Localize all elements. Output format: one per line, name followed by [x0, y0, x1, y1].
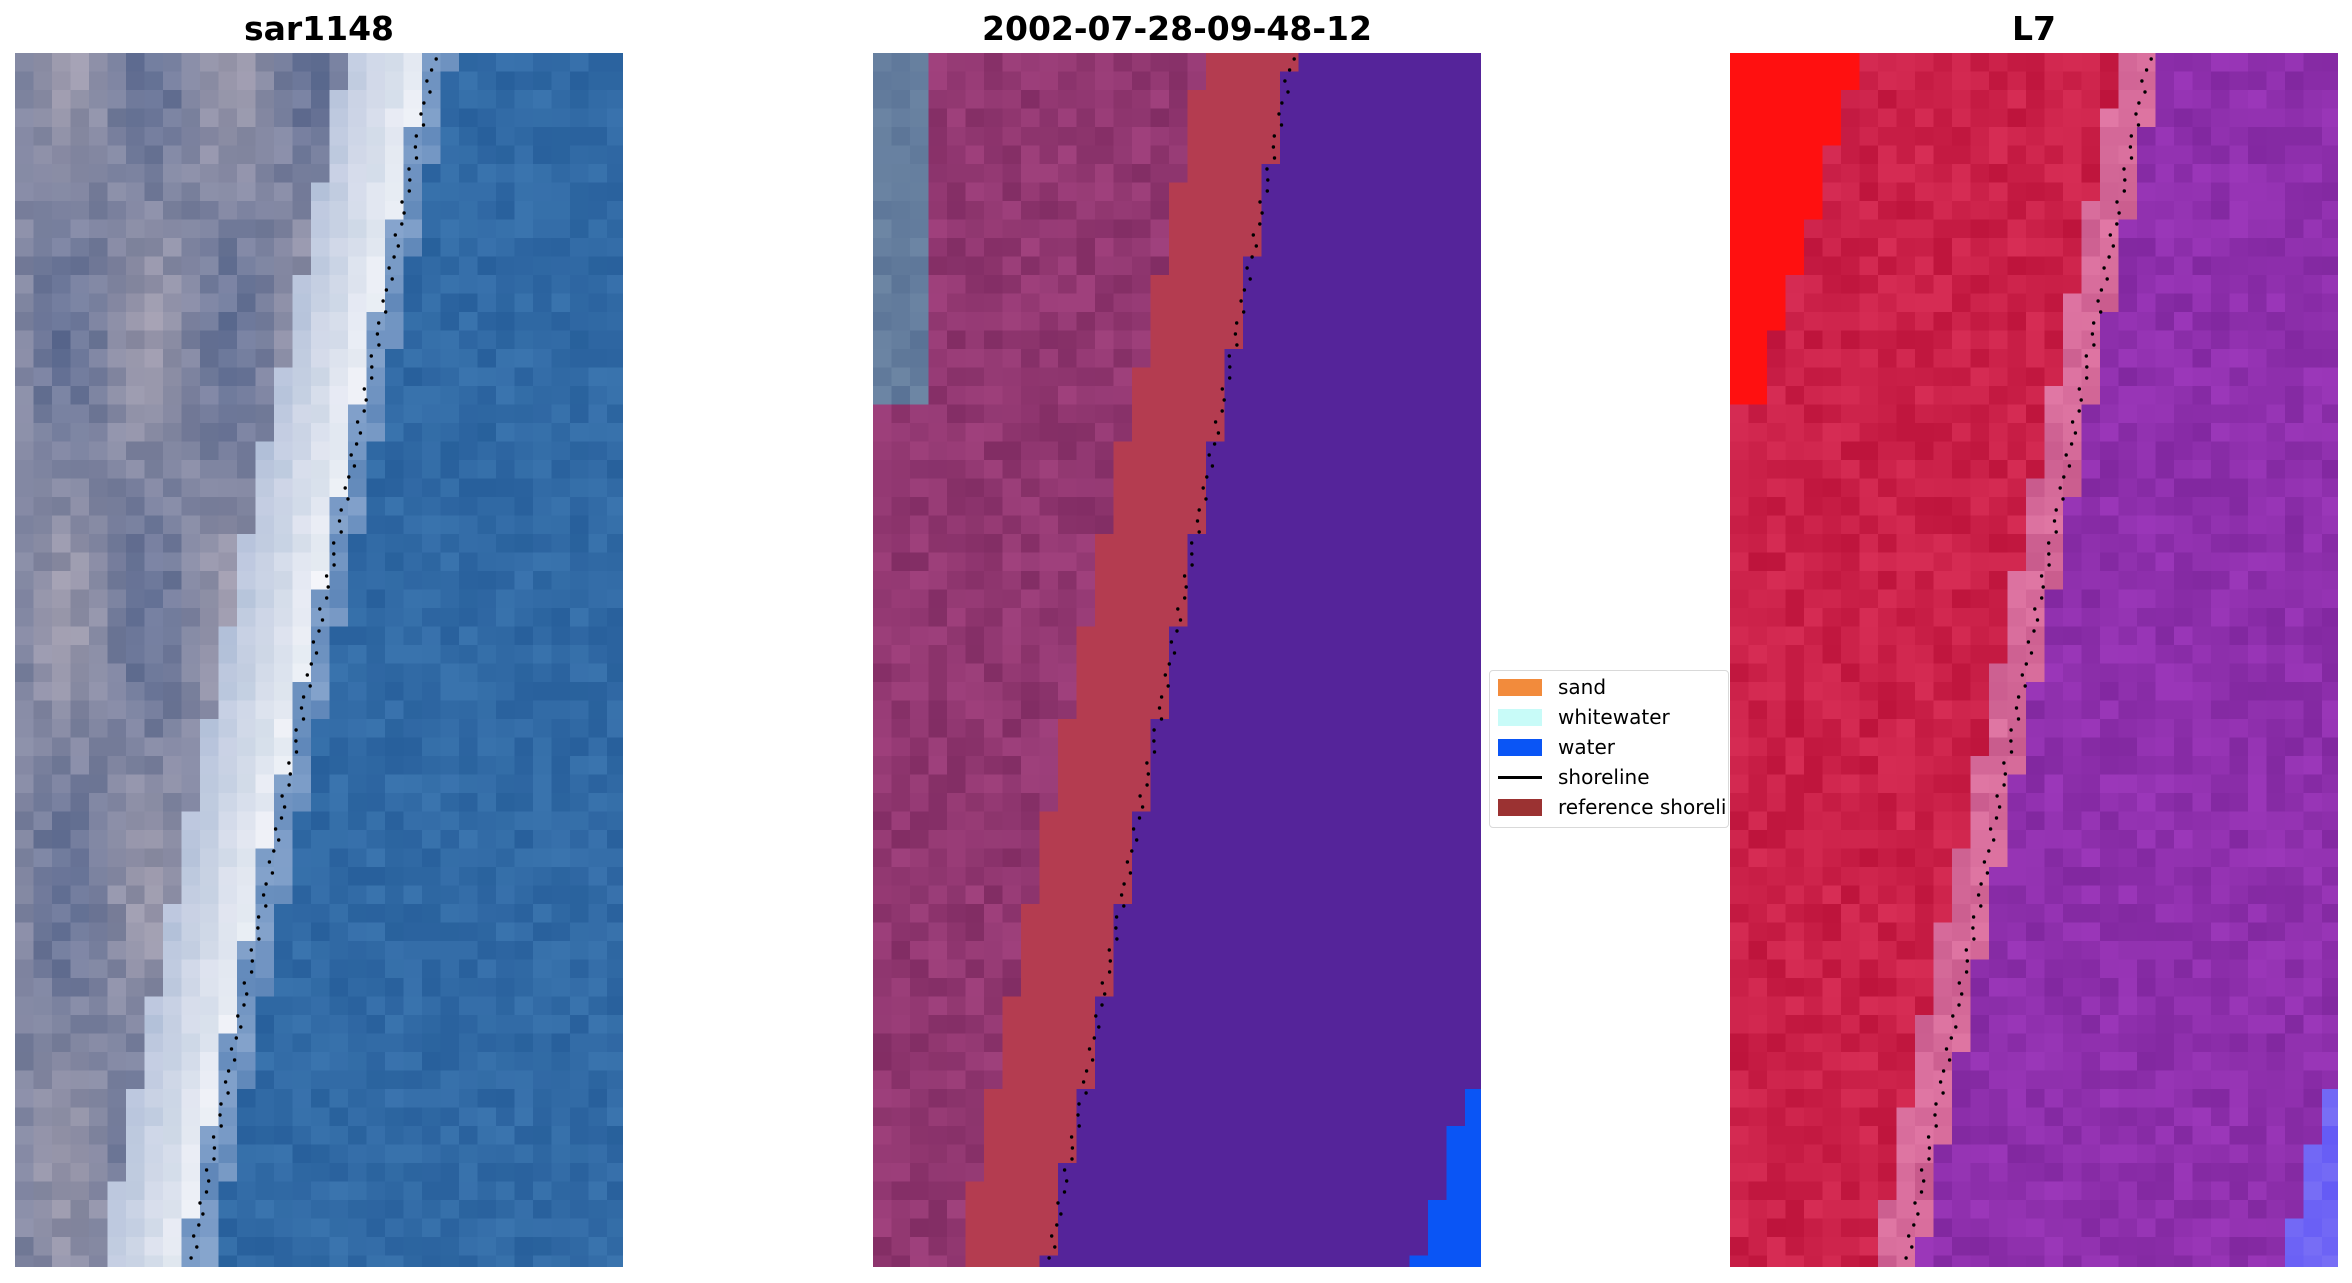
panel-classification-image — [873, 53, 1481, 1267]
panel-title-index: L7 — [2012, 9, 2056, 48]
rgb-image — [15, 53, 623, 1267]
legend-item-whitewater: whitewater — [1498, 704, 1670, 730]
classification-image — [873, 53, 1481, 1267]
legend-line-shoreline — [1498, 775, 1542, 779]
legend-label-water: water — [1558, 735, 1615, 759]
panel-title-rgb: sar1148 — [243, 9, 395, 48]
legend-swatch-whitewater — [1498, 708, 1542, 726]
legend-label-reference-shoreline: reference shoreline — [1558, 795, 1728, 819]
legend-swatch-sand — [1498, 678, 1542, 696]
legend-item-sand: sand — [1498, 674, 1606, 700]
legend-label-sand: sand — [1558, 675, 1607, 699]
index-image — [1730, 53, 2338, 1267]
legend-item-shoreline: shoreline — [1498, 764, 1650, 790]
legend-swatch-reference-shoreline — [1498, 798, 1542, 816]
legend-item-reference-shoreline: reference shoreline — [1498, 794, 1728, 820]
legend-swatch-water — [1498, 738, 1542, 756]
legend-label-shoreline: shoreline — [1558, 765, 1650, 789]
panel-rgb-image — [15, 53, 623, 1267]
legend-label-whitewater: whitewater — [1558, 705, 1670, 729]
panel-index-image — [1730, 53, 2338, 1267]
legend: sand whitewater water shoreline referenc… — [1489, 670, 1729, 828]
legend-item-water: water — [1498, 734, 1615, 760]
panel-title-classification: 2002-07-28-09-48-12 — [982, 9, 1372, 48]
